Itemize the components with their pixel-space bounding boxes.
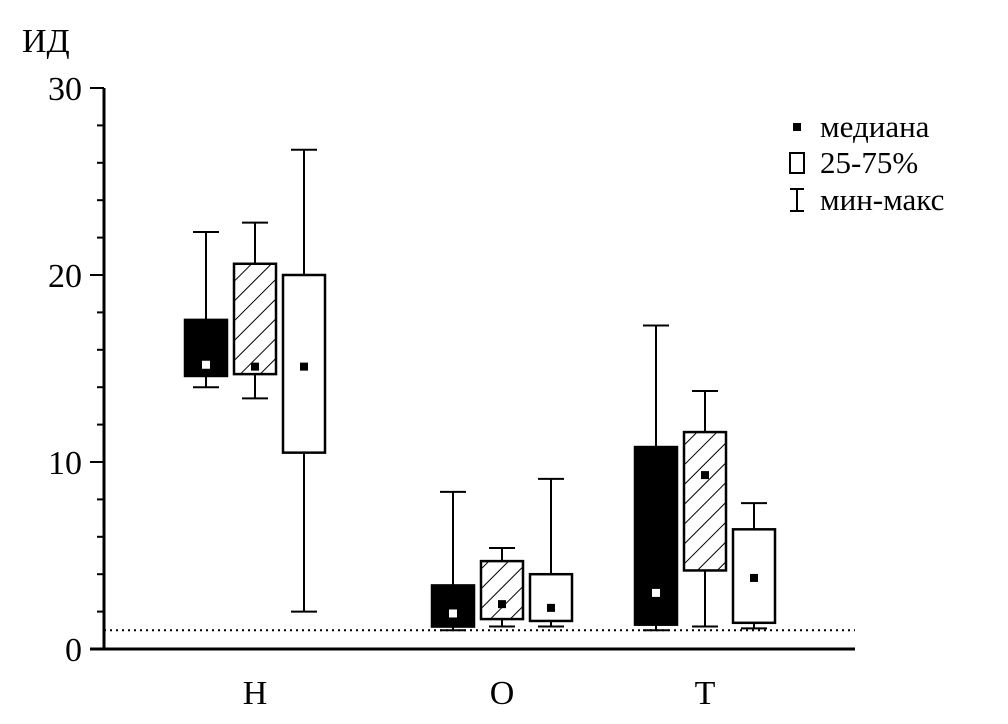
median-marker: [300, 362, 308, 371]
median-marker: [498, 600, 506, 609]
median-marker: [750, 573, 758, 582]
box-iqr: [430, 584, 476, 628]
y-tick-label: 10: [48, 445, 82, 482]
box-Н-series-2: [232, 221, 278, 400]
box-iqr: [682, 430, 728, 572]
box-Т-series-3: [731, 502, 777, 630]
y-ticks: 0 10 20 30: [48, 71, 104, 669]
median-marker: [547, 603, 555, 612]
category-label: Н: [243, 675, 268, 712]
legend-label: медиана: [820, 109, 930, 144]
box-Н-series-3: [281, 148, 327, 613]
category-label: Т: [695, 675, 716, 712]
legend-label: 25-75%: [820, 145, 918, 180]
median-marker: [202, 360, 210, 369]
y-tick-label: 30: [48, 71, 82, 108]
box-iqr: [633, 445, 679, 626]
y-axis-title: ИД: [22, 23, 70, 60]
box-iqr: [528, 572, 574, 623]
box-О-series-3: [528, 477, 574, 628]
box-iqr: [232, 262, 278, 376]
legend-box-symbol: [789, 152, 805, 174]
legend-median-symbol: [793, 123, 801, 131]
median-marker: [652, 588, 660, 597]
y-tick-label: 0: [65, 632, 82, 669]
category-label: О: [490, 675, 515, 712]
y-tick-label: 20: [48, 258, 82, 295]
box-Н-series-1: [183, 230, 229, 389]
box-О-series-2: [479, 547, 525, 628]
median-marker: [251, 362, 259, 371]
median-marker: [449, 609, 457, 618]
median-marker: [701, 471, 709, 480]
box-Т-series-1: [633, 324, 679, 632]
boxes: [183, 148, 777, 632]
axes: [90, 88, 855, 651]
box-iqr: [479, 559, 525, 621]
legend-label: мин-макс: [820, 182, 944, 217]
box-О-series-1: [430, 490, 476, 632]
box-Т-series-2: [682, 389, 728, 628]
